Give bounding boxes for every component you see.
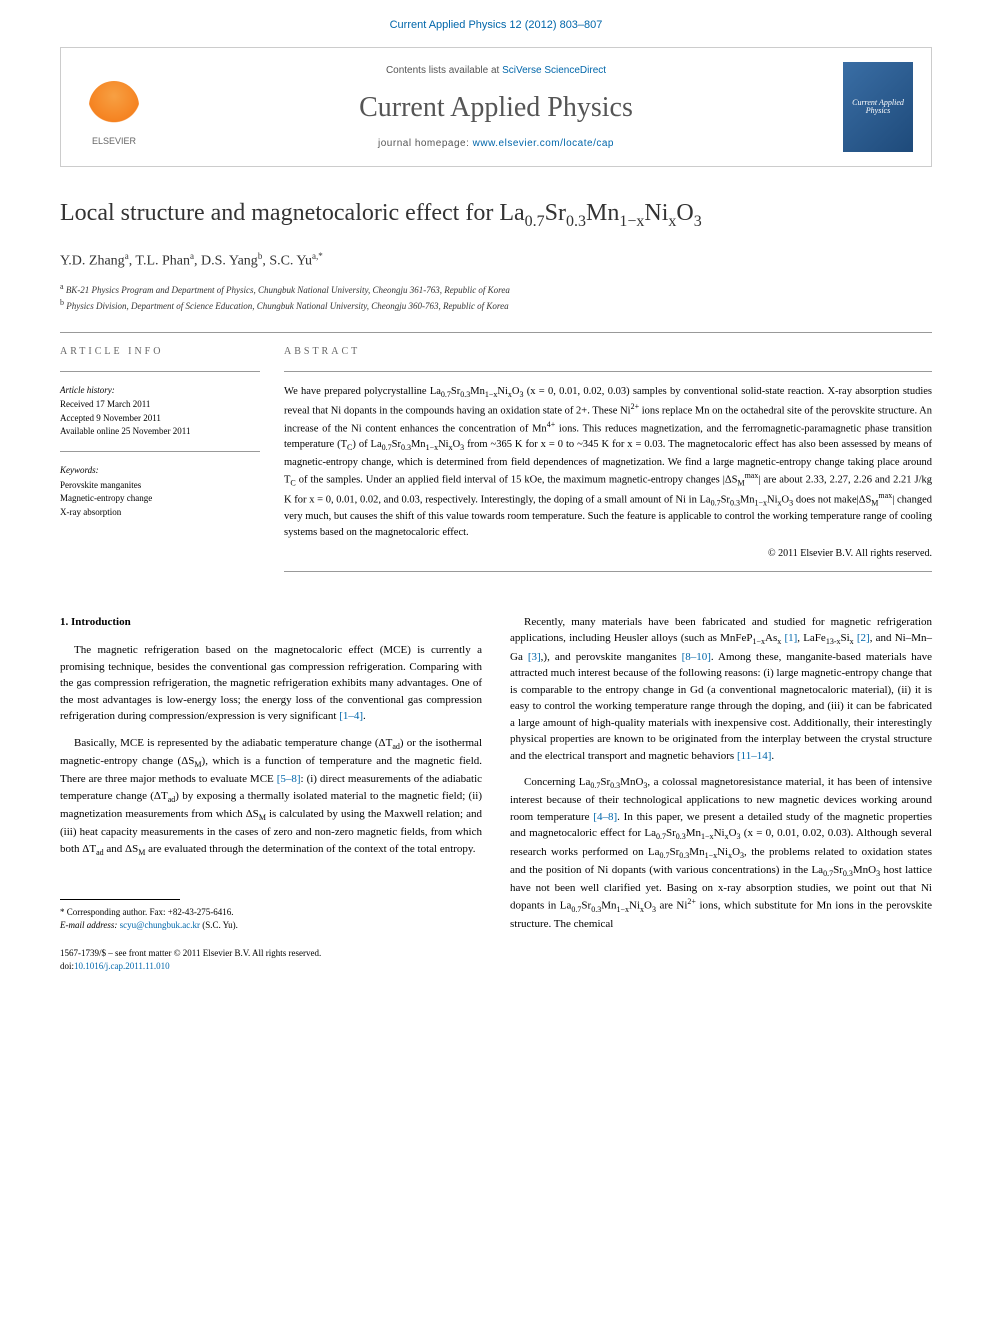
abstract-column: ABSTRACT We have prepared polycrystallin… <box>284 345 932 584</box>
citation-text[interactable]: Current Applied Physics 12 (2012) 803–80… <box>390 19 603 31</box>
email-line: E-mail address: scyu@chungbuk.ac.kr (S.C… <box>60 919 482 933</box>
contents-line: Contents lists available at SciVerse Sci… <box>149 64 843 78</box>
info-rule-1 <box>60 371 260 372</box>
affiliation-b: b Physics Division, Department of Scienc… <box>60 297 932 314</box>
section-heading-intro: 1. Introduction <box>60 614 482 631</box>
article-area: Local structure and magnetocaloric effec… <box>0 197 992 974</box>
info-abstract-row: ARTICLE INFO Article history: Received 1… <box>60 345 932 584</box>
history-label: Article history: <box>60 384 260 397</box>
email-attr: (S.C. Yu). <box>200 920 238 930</box>
doi-link[interactable]: 10.1016/j.cap.2011.11.010 <box>74 961 170 971</box>
body-left-column: 1. Introduction The magnetic refrigerati… <box>60 614 482 974</box>
authors-line: Y.D. Zhanga, T.L. Phana, D.S. Yangb, S.C… <box>60 250 932 271</box>
doi-label: doi: <box>60 961 74 971</box>
doi-line: doi:10.1016/j.cap.2011.11.010 <box>60 960 482 974</box>
affiliation-a: a BK-21 Physics Program and Department o… <box>60 281 932 298</box>
keywords-block: Keywords: Perovskite manganites Magnetic… <box>60 464 260 519</box>
journal-banner: ELSEVIER Contents lists available at Sci… <box>60 47 932 167</box>
corresponding-author: * Corresponding author. Fax: +82-43-275-… <box>60 906 482 920</box>
article-info-column: ARTICLE INFO Article history: Received 1… <box>60 345 260 584</box>
sciverse-link[interactable]: SciVerse ScienceDirect <box>502 65 606 76</box>
homepage-prefix: journal homepage: <box>378 138 473 149</box>
homepage-line: journal homepage: www.elsevier.com/locat… <box>149 137 843 151</box>
publisher-label: ELSEVIER <box>92 135 136 148</box>
body-para-l2: Basically, MCE is represented by the adi… <box>60 735 482 859</box>
abstract-rule <box>284 371 932 372</box>
page-citation: Current Applied Physics 12 (2012) 803–80… <box>0 0 992 47</box>
banner-center: Contents lists available at SciVerse Sci… <box>149 64 843 151</box>
keyword-1: Perovskite manganites <box>60 479 260 493</box>
keyword-3: X-ray absorption <box>60 506 260 520</box>
abstract-heading: ABSTRACT <box>284 345 932 359</box>
keyword-2: Magnetic-entropy change <box>60 492 260 506</box>
info-heading: ARTICLE INFO <box>60 345 260 359</box>
footnote-rule <box>60 899 180 900</box>
article-title: Local structure and magnetocaloric effec… <box>60 197 932 233</box>
body-para-r2: Concerning La0.7Sr0.3MnO3, a colossal ma… <box>510 774 932 933</box>
email-link[interactable]: scyu@chungbuk.ac.kr <box>120 920 200 930</box>
journal-cover-thumbnail[interactable]: Current Applied Physics <box>843 62 913 152</box>
journal-name: Current Applied Physics <box>149 88 843 127</box>
body-columns: 1. Introduction The magnetic refrigerati… <box>60 614 932 974</box>
body-para-r1: Recently, many materials have been fabri… <box>510 614 932 764</box>
history-accepted: Accepted 9 November 2011 <box>60 412 260 426</box>
publisher-logo[interactable]: ELSEVIER <box>79 67 149 147</box>
body-para-l1: The magnetic refrigeration based on the … <box>60 642 482 725</box>
abstract-text: We have prepared polycrystalline La0.7Sr… <box>284 384 932 541</box>
keywords-label: Keywords: <box>60 464 260 477</box>
abstract-end-rule <box>284 571 932 572</box>
email-label: E-mail address: <box>60 920 117 930</box>
history-online: Available online 25 November 2011 <box>60 425 260 439</box>
body-right-column: Recently, many materials have been fabri… <box>510 614 932 974</box>
history-received: Received 17 March 2011 <box>60 398 260 412</box>
footnote-block: * Corresponding author. Fax: +82-43-275-… <box>60 899 482 933</box>
cover-title: Current Applied Physics <box>847 99 909 117</box>
history-block: Article history: Received 17 March 2011 … <box>60 384 260 439</box>
elsevier-tree-icon <box>89 81 139 131</box>
issn-line: 1567-1739/$ – see front matter © 2011 El… <box>60 947 482 961</box>
bottom-meta: 1567-1739/$ – see front matter © 2011 El… <box>60 947 482 974</box>
affiliations: a BK-21 Physics Program and Department o… <box>60 281 932 314</box>
top-rule <box>60 332 932 333</box>
homepage-link[interactable]: www.elsevier.com/locate/cap <box>473 138 614 149</box>
contents-prefix: Contents lists available at <box>386 65 502 76</box>
copyright-line: © 2011 Elsevier B.V. All rights reserved… <box>284 547 932 561</box>
info-rule-2 <box>60 451 260 452</box>
